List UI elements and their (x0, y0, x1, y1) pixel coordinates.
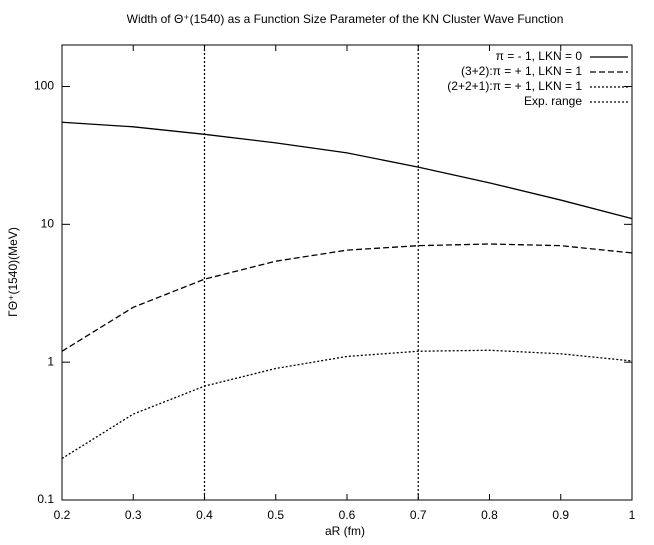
legend-label: (2+2+1):π = + 1, LKN = 1 (447, 79, 582, 93)
x-tick-label: 0.4 (196, 508, 213, 522)
y-tick-label: 10 (41, 217, 55, 231)
y-tick-label: 1 (47, 354, 54, 368)
legend-label: π = - 1, LKN = 0 (496, 49, 583, 63)
x-tick-label: 0.3 (125, 508, 142, 522)
x-tick-label: 0.8 (481, 508, 498, 522)
legend-label: (3+2):π = + 1, LKN = 1 (461, 64, 582, 78)
plot-frame (61, 44, 633, 501)
x-tick-label: 1 (629, 508, 636, 522)
x-tick-label: 0.7 (410, 508, 427, 522)
y-tick-label: 0.1 (37, 492, 54, 506)
x-tick-label: 0.2 (54, 508, 71, 522)
x-tick-label: 0.9 (552, 508, 569, 522)
x-tick-label: 0.5 (267, 508, 284, 522)
series-line (61, 349, 633, 460)
series-line (61, 243, 633, 352)
x-axis-label: aR (fm) (325, 524, 365, 538)
y-tick-label: 100 (34, 79, 54, 93)
x-tick-label: 0.6 (339, 508, 356, 522)
y-axis-label: ΓΘ⁺(1540)(MeV) (6, 227, 20, 317)
series-line (61, 121, 633, 220)
legend-label: Exp. range (524, 94, 582, 108)
chart-title: Width of Θ⁺(1540) as a Function Size Par… (127, 12, 564, 26)
